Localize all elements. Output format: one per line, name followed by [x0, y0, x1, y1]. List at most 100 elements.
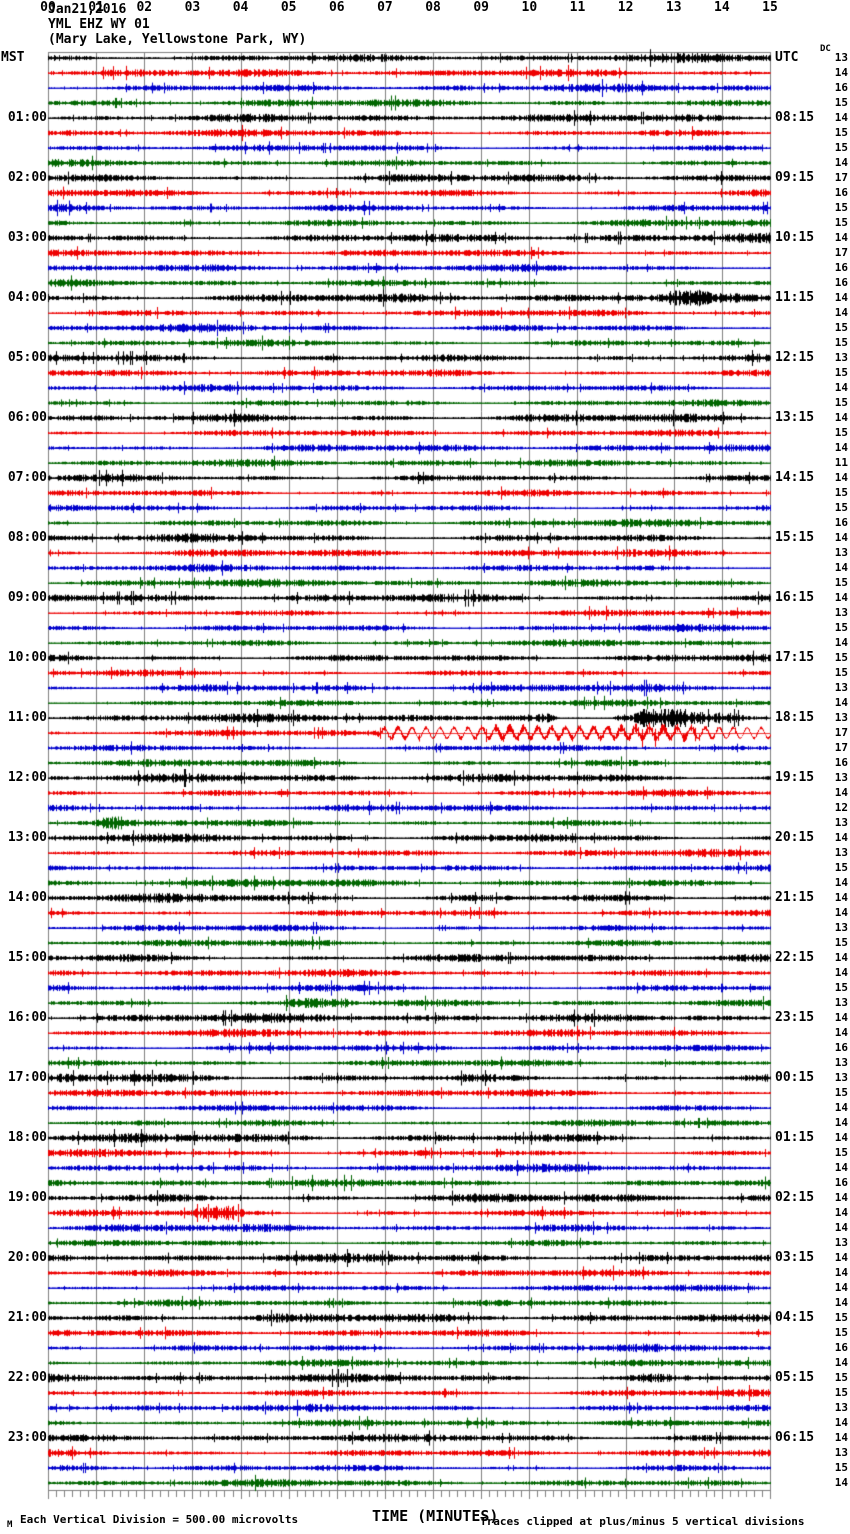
mst-hour-label: 06:00 — [7, 410, 47, 425]
dc-value: 14 — [834, 1191, 848, 1204]
dc-value: 14 — [834, 966, 848, 979]
dc-value: 14 — [834, 66, 848, 79]
dc-value: 15 — [834, 336, 848, 349]
title-location: (Mary Lake, Yellowstone Park, WY) — [48, 32, 307, 47]
mst-hour-label: 23:00 — [7, 1430, 47, 1445]
mst-hour-label: 01:00 — [7, 110, 47, 125]
dc-value: 13 — [834, 846, 848, 859]
mst-hour-label: 20:00 — [7, 1250, 47, 1265]
dc-value: 15 — [834, 666, 848, 679]
dc-value: 13 — [834, 816, 848, 829]
dc-value: 15 — [834, 141, 848, 154]
dc-value: 13 — [834, 351, 848, 364]
mst-hour-label: 07:00 — [7, 470, 47, 485]
x-tick-label: 03 — [184, 0, 201, 15]
utc-hour-label: 21:15 — [775, 890, 815, 905]
mst-hour-label: 03:00 — [7, 230, 47, 245]
dc-value: 16 — [834, 186, 848, 199]
dc-value: 14 — [834, 1266, 848, 1279]
dc-value: 14 — [834, 591, 848, 604]
x-tick-label: 13 — [665, 0, 682, 15]
dc-value: 15 — [834, 126, 848, 139]
dc-value: 15 — [834, 621, 848, 634]
mst-hour-label: 22:00 — [7, 1370, 47, 1385]
utc-hour-label: 17:15 — [775, 650, 815, 665]
mst-hour-label: 12:00 — [7, 770, 47, 785]
dc-value: 13 — [834, 996, 848, 1009]
dc-value: 13 — [834, 921, 848, 934]
dc-value: 14 — [834, 1026, 848, 1039]
dc-value: 14 — [834, 1416, 848, 1429]
title-date: Jan21,2016 — [48, 2, 127, 17]
dc-value: 15 — [834, 216, 848, 229]
dc-value: 13 — [834, 771, 848, 784]
mst-hour-label: 21:00 — [7, 1310, 47, 1325]
dc-value: 15 — [834, 1386, 848, 1399]
dc-value: 15 — [834, 426, 848, 439]
dc-value: 14 — [834, 231, 848, 244]
utc-column-header: UTC — [775, 50, 799, 65]
x-tick-label: 09 — [473, 0, 490, 15]
dc-value: 14 — [834, 696, 848, 709]
dc-value: 15 — [834, 1311, 848, 1324]
mst-hour-label: 16:00 — [7, 1010, 47, 1025]
utc-hour-label: 19:15 — [775, 770, 815, 785]
utc-hour-label: 15:15 — [775, 530, 815, 545]
dc-value: 14 — [834, 1206, 848, 1219]
dc-value: 12 — [834, 801, 848, 814]
dc-value: 14 — [834, 1356, 848, 1369]
utc-hour-label: 22:15 — [775, 950, 815, 965]
vertical-division-note: Each Vertical Division = 500.00 microvol… — [20, 1513, 299, 1526]
dc-value: 17 — [834, 171, 848, 184]
dc-value: 15 — [834, 1146, 848, 1159]
utc-hour-label: 11:15 — [775, 290, 815, 305]
dc-value: 15 — [834, 201, 848, 214]
dc-value: 15 — [834, 396, 848, 409]
x-tick-label: 00 — [40, 0, 56, 15]
dc-value: 14 — [834, 951, 848, 964]
dc-value: 14 — [834, 411, 848, 424]
dc-value: 14 — [834, 786, 848, 799]
dc-value: 17 — [834, 726, 848, 739]
x-tick-label: 10 — [521, 0, 538, 15]
x-tick-label: 07 — [377, 0, 393, 15]
dc-value: 13 — [834, 546, 848, 559]
dc-value: 13 — [834, 606, 848, 619]
mst-hour-label: 13:00 — [7, 830, 47, 845]
dc-value: 15 — [834, 1371, 848, 1384]
dc-value: 16 — [834, 516, 848, 529]
dc-value: 14 — [834, 636, 848, 649]
dc-value: 13 — [834, 1446, 848, 1459]
mst-hour-label: 02:00 — [7, 170, 47, 185]
utc-hour-label: 16:15 — [775, 590, 815, 605]
dc-value: 15 — [834, 936, 848, 949]
dc-value: 13 — [834, 1071, 848, 1084]
dc-value: 15 — [834, 651, 848, 664]
utc-hour-label: 04:15 — [775, 1310, 815, 1325]
dc-value: 13 — [834, 1401, 848, 1414]
mst-hour-label: 05:00 — [7, 350, 47, 365]
utc-hour-label: 03:15 — [775, 1250, 815, 1265]
dc-value: 14 — [834, 1251, 848, 1264]
x-tick-label: 15 — [762, 0, 778, 15]
x-tick-label: 01 — [88, 0, 104, 15]
dc-value: 16 — [834, 1176, 848, 1189]
utc-hour-label: 00:15 — [775, 1070, 815, 1085]
utc-hour-label: 20:15 — [775, 830, 815, 845]
dc-value: 14 — [834, 441, 848, 454]
dc-value: 16 — [834, 261, 848, 274]
mst-hour-label: 11:00 — [7, 710, 47, 725]
dc-value: 16 — [834, 1041, 848, 1054]
mst-hour-label: 19:00 — [7, 1190, 47, 1205]
utc-hour-label: 06:15 — [775, 1430, 815, 1445]
dc-value: 14 — [834, 156, 848, 169]
dc-value: 17 — [834, 246, 848, 259]
dc-column-header: DC — [820, 44, 831, 54]
x-tick-label: 08 — [425, 0, 441, 15]
dc-value: 14 — [834, 1281, 848, 1294]
dc-value: 15 — [834, 96, 848, 109]
dc-value: 14 — [834, 1476, 848, 1489]
dc-value: 14 — [834, 831, 848, 844]
dc-value: 14 — [834, 1101, 848, 1114]
dc-value: 13 — [834, 51, 848, 64]
